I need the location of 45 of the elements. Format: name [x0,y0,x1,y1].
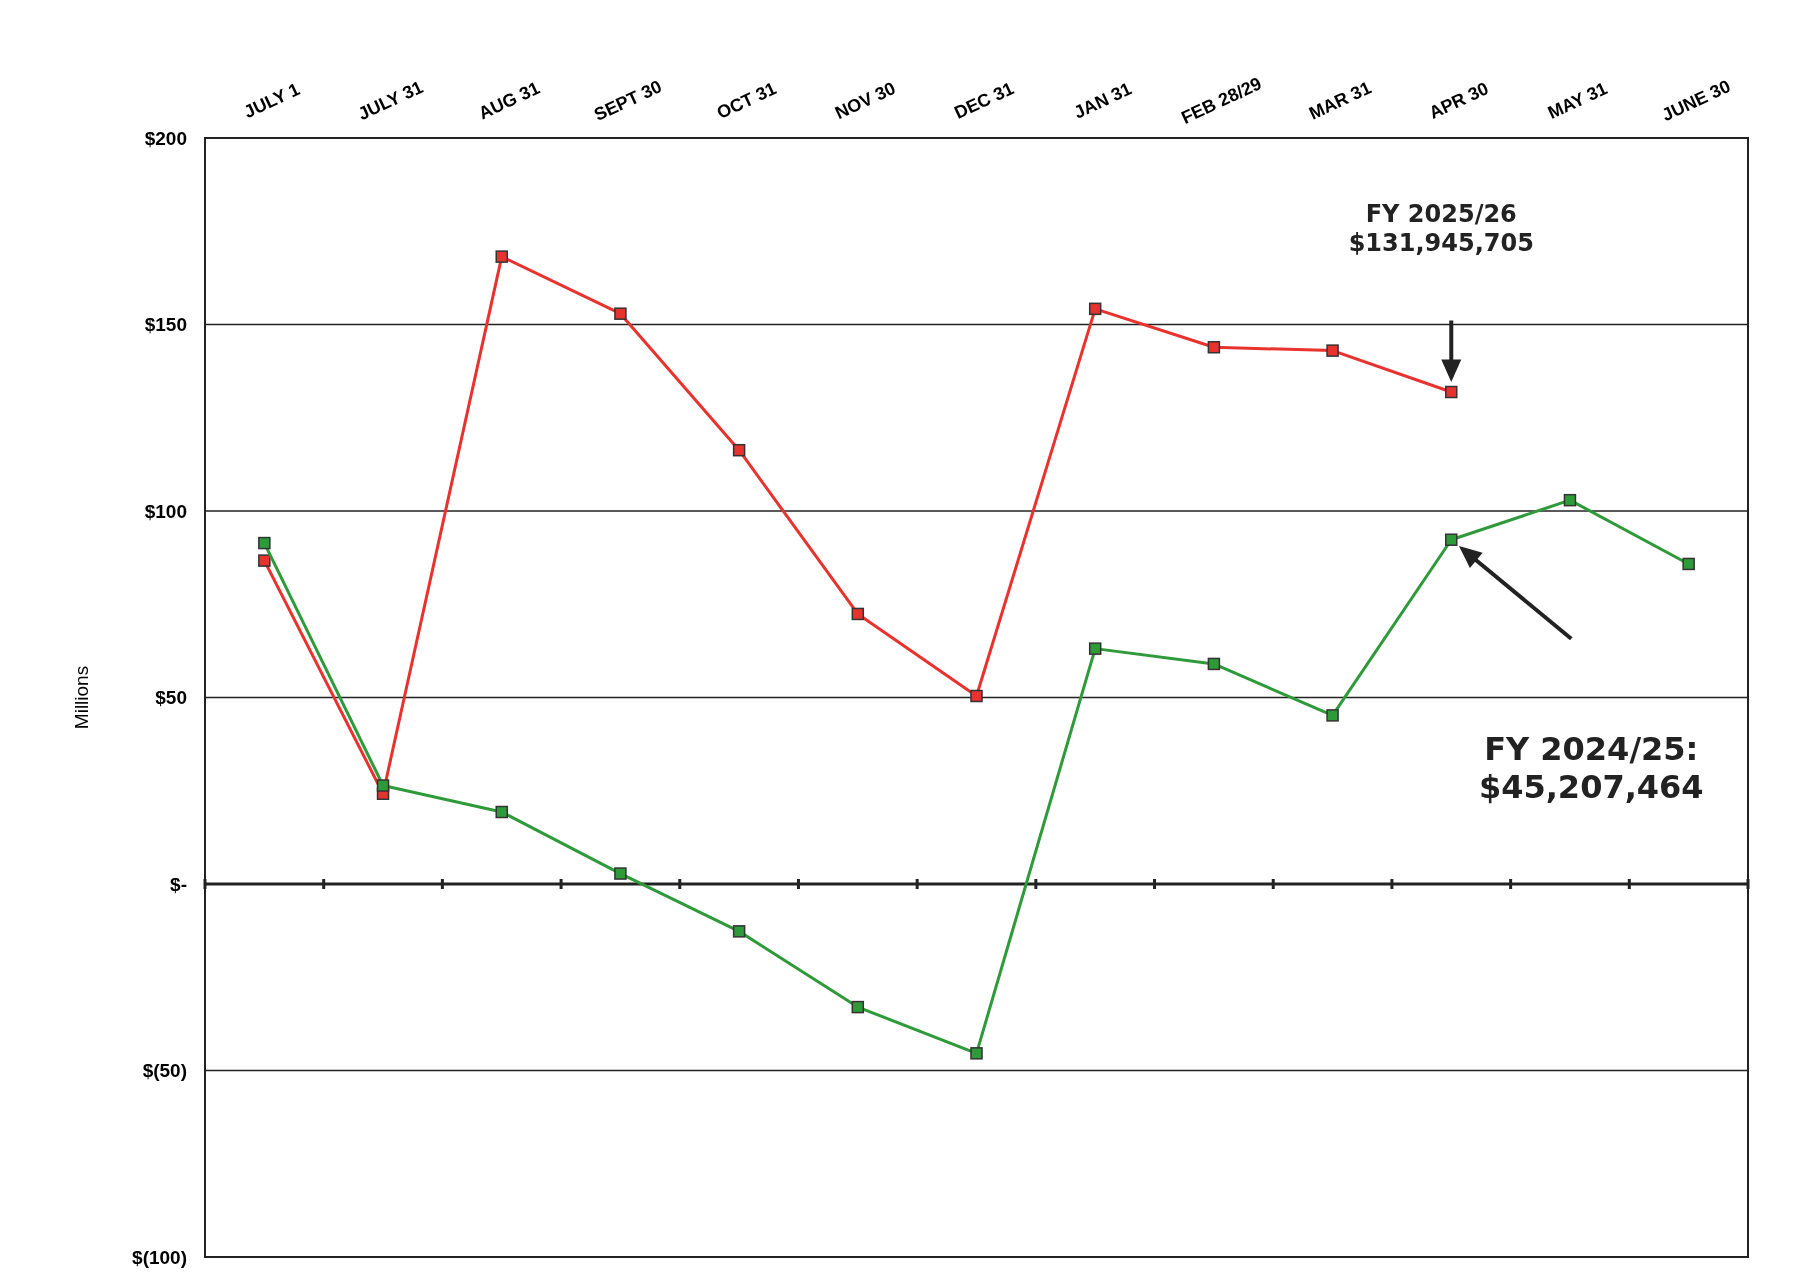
point [495,250,508,263]
point [732,925,746,938]
point [1326,344,1339,357]
x-tick-label: JAN 31 [1070,78,1135,123]
x-tick-label: APR 30 [1425,78,1492,123]
y-tick-label: $150 [144,314,187,336]
y-tick-label: $100 [144,500,187,522]
point [970,1047,983,1060]
x-tick-label: FEB 28/29 [1178,73,1265,128]
point [1207,657,1221,671]
point [614,307,627,320]
point [732,443,746,457]
x-tick-label: MAR 31 [1305,77,1375,124]
point [614,867,627,880]
point [495,805,508,819]
point [258,554,271,567]
y-axis-title: Millions [71,665,92,730]
point [851,607,865,621]
y-tick-label: $(100) [132,1246,187,1268]
x-tick-label: MAY 31 [1544,78,1611,123]
point [970,689,983,703]
point [258,536,271,550]
y-tick-label: $50 [155,687,187,709]
point [1088,302,1102,316]
point [376,779,390,792]
x-tick-label: SEPT 30 [591,76,665,125]
point [1326,709,1339,722]
point [1682,557,1695,571]
point [1445,533,1458,546]
point [1088,642,1102,655]
x-tick-label: DEC 31 [951,78,1017,123]
y-tick-label: $- [170,873,187,895]
x-tick-label: AUG 31 [475,77,543,124]
annotation: FY 2025/26 $131,945,705 [1348,200,1534,257]
point [1207,341,1221,354]
x-tick-label: NOV 30 [832,77,899,124]
x-tick-label: JULY 1 [240,79,303,123]
y-tick-label: $(50) [142,1060,187,1082]
point [1563,493,1577,507]
point [1445,385,1458,399]
point [851,1000,865,1014]
y-tick-label: $200 [144,127,187,149]
x-tick-label: JULY 31 [354,76,427,125]
x-tick-label: OCT 31 [713,78,780,123]
annotation: FY 2024/25: $45,207,464 [1478,729,1704,807]
